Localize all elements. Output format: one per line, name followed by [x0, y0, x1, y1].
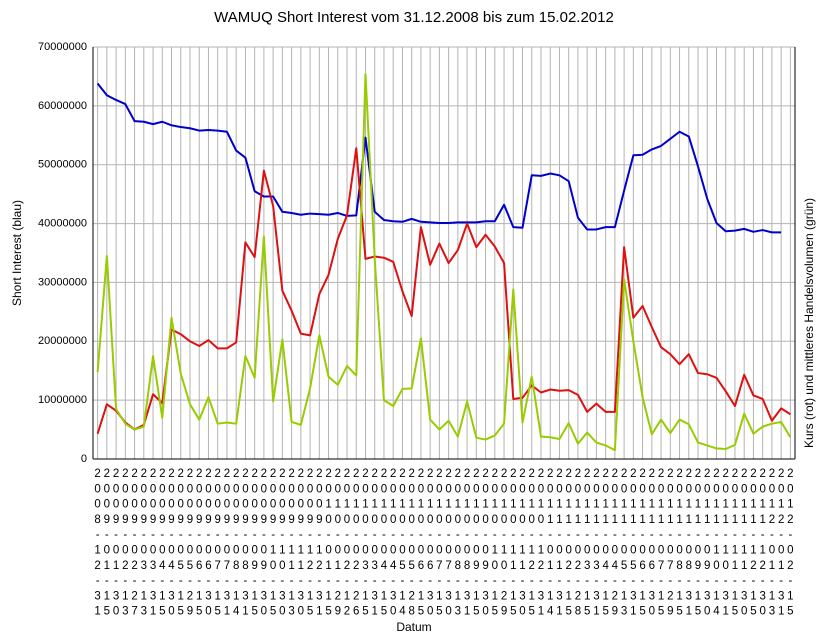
x-tick-label: 2009-06-15 [193, 468, 205, 621]
x-tick-label: 2009-10-15 [267, 468, 279, 621]
x-tick-label: 2012-01-31 [775, 468, 787, 621]
y-tick-label: 50000000 [38, 159, 87, 171]
x-tick-label: 2009-04-30 [166, 468, 178, 621]
x-tick-label: 2010-05-28 [406, 468, 418, 621]
x-tick-label: 2011-08-15 [674, 468, 686, 621]
x-tick-label: 2009-09-15 [249, 468, 261, 621]
x-tick-label: 2009-12-15 [304, 468, 316, 621]
x-tick-label: 2009-05-15 [175, 468, 187, 621]
x-tick-label: 2012-01-13 [766, 468, 778, 621]
x-tick-label: 2011-07-29 [664, 468, 676, 621]
x-tick-label: 2010-11-15 [507, 468, 519, 621]
x-tick-label: 2008-12-31 [92, 468, 104, 621]
x-tick-label: 2011-07-15 [655, 468, 667, 621]
x-tick-label: 2011-03-31 [590, 468, 602, 621]
x-tick-label: 2009-01-15 [101, 468, 113, 621]
x-tick-label: 2009-04-15 [156, 468, 168, 621]
x-tick-label: 2010-04-15 [378, 468, 390, 621]
x-tick-label: 2009-05-29 [184, 468, 196, 621]
x-tick-label: 2010-06-15 [415, 468, 427, 621]
y-tick-label: 60000000 [38, 100, 87, 112]
x-tick-label: 2010-07-15 [433, 468, 445, 621]
x-tick-label: 2010-02-12 [341, 468, 353, 621]
series-line [96, 82, 782, 234]
x-tick-label: 2009-02-27 [129, 468, 141, 621]
x-tick-label: 2010-09-30 [480, 468, 492, 621]
x-tick-label: 2009-02-13 [119, 468, 131, 621]
x-axis-title: Datum [396, 620, 431, 634]
x-tick-label: 2009-10-30 [276, 468, 288, 621]
x-tick-label: 2011-12-30 [757, 468, 769, 621]
x-tick-label: 2011-11-30 [738, 468, 750, 621]
x-tick-label: 2010-11-30 [517, 468, 529, 621]
x-tick-label: 2011-01-14 [544, 468, 556, 621]
x-tick-label: 2011-06-15 [637, 468, 649, 621]
x-tick-label: 2011-04-29 [609, 468, 621, 621]
x-tick-label: 2010-06-30 [424, 468, 436, 621]
x-tick-label: 2011-12-15 [747, 468, 759, 621]
x-tick-label: 2010-12-15 [526, 468, 538, 621]
x-tick-label: 2010-08-31 [461, 468, 473, 621]
x-tick-label: 2011-08-31 [683, 468, 695, 621]
y2-axis-title: Kurs (rot) und mittleres Handelsvolumen … [802, 198, 816, 448]
x-tick-label: 2011-09-15 [692, 468, 704, 621]
x-tick-label: 2010-09-15 [470, 468, 482, 621]
x-tick-label: 2011-05-31 [627, 468, 639, 621]
x-tick-label: 2010-05-14 [396, 468, 408, 621]
x-tick-label: 2011-10-14 [710, 468, 722, 621]
x-tick-label: 2009-06-30 [202, 468, 214, 621]
y-tick-label: 30000000 [38, 276, 87, 288]
x-tick-label: 2011-04-15 [600, 468, 612, 621]
x-tick-label: 2009-11-13 [286, 468, 298, 621]
y-tick-label: 40000000 [38, 217, 87, 229]
x-tick-label: 2010-08-13 [452, 468, 464, 621]
x-tick-label: 2010-07-30 [443, 468, 455, 621]
x-tick-label: 2009-07-31 [221, 468, 233, 621]
x-tick-label: 2009-12-31 [313, 468, 325, 621]
x-tick-label: 2009-08-31 [239, 468, 251, 621]
series-line [96, 147, 791, 434]
x-tick-label: 2009-11-30 [295, 468, 307, 621]
x-tick-label: 2010-02-26 [350, 468, 362, 621]
x-tick-label: 2009-09-30 [258, 468, 270, 621]
x-tick-label: 2010-12-31 [535, 468, 547, 621]
y-tick-label: 20000000 [38, 335, 87, 347]
x-tick-label: 2011-09-30 [701, 468, 713, 621]
x-tick-label: 2011-06-30 [646, 468, 658, 621]
x-tick-label: 2009-01-30 [110, 468, 122, 621]
x-tick-label: 2011-03-15 [581, 468, 593, 621]
x-tick-label: 2010-03-15 [359, 468, 371, 621]
chart-title: WAMUQ Short Interest vom 31.12.2008 bis … [214, 9, 614, 26]
x-tick-label: 2011-11-15 [729, 468, 741, 621]
x-tick-label: 2011-05-13 [618, 468, 630, 621]
x-tick-label: 2009-08-14 [230, 468, 242, 621]
series-line [96, 73, 792, 452]
x-tick-label: 2011-10-31 [720, 468, 732, 621]
x-tick-label: 2010-01-15 [323, 468, 335, 621]
x-tick-label: 2009-03-13 [138, 468, 150, 621]
x-tick-label: 2010-04-30 [387, 468, 399, 621]
x-tick-label: 2009-07-15 [212, 468, 224, 621]
x-tick-label: 2010-10-29 [498, 468, 510, 621]
x-tick-label: 2012-02-15 [784, 468, 796, 621]
x-tick-label: 2011-02-28 [572, 468, 584, 621]
x-tick-label: 2011-02-15 [563, 468, 575, 621]
x-tick-label: 2009-03-31 [147, 468, 159, 621]
x-tick-label: 2010-10-15 [489, 468, 501, 621]
x-tick-label: 2010-01-29 [332, 468, 344, 621]
y-tick-label: 70000000 [38, 41, 87, 53]
y-tick-label: 10000000 [38, 394, 87, 406]
x-tick-label: 2010-03-31 [369, 468, 381, 621]
y-tick-label: 0 [81, 453, 87, 465]
x-tick-label: 2011-01-31 [553, 468, 565, 621]
y-axis-title: Short Interest (blau) [10, 200, 24, 306]
